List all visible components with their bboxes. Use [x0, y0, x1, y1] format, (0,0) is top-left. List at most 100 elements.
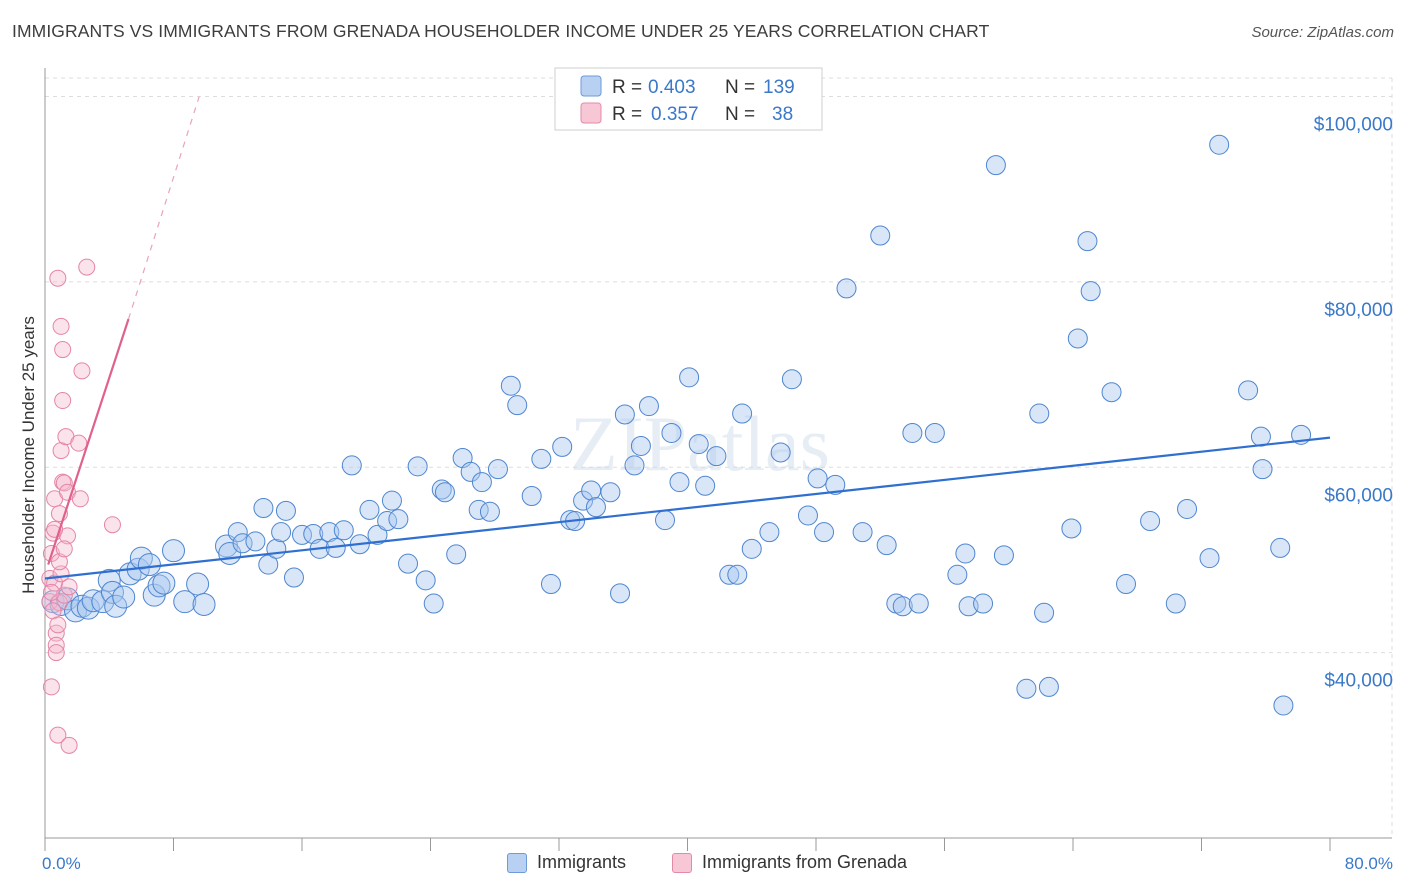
point-immigrants [479, 501, 500, 522]
point-immigrants [129, 546, 153, 570]
point-immigrants [624, 455, 645, 476]
watermark: ZIPatlas [570, 400, 830, 487]
bottom-legend-grenada: Immigrants from Grenada [672, 852, 907, 873]
point-immigrants [415, 570, 436, 591]
legend-swatch-immigrants-bottom [507, 852, 527, 873]
point-immigrants [908, 593, 929, 614]
point-immigrants [688, 434, 709, 455]
point-immigrants [81, 589, 105, 613]
point-immigrants [1270, 537, 1291, 558]
point-immigrants [232, 533, 253, 554]
trend-line-grenada [47, 318, 130, 565]
point-immigrants [706, 446, 727, 467]
point-immigrants [638, 396, 659, 417]
point-immigrants [870, 225, 891, 246]
legend-n-value-1: 139 [763, 77, 795, 98]
point-immigrants [283, 567, 304, 588]
point-immigrants [446, 544, 467, 565]
point-immigrants [423, 593, 444, 614]
point-immigrants [152, 571, 176, 595]
point-grenada [54, 392, 72, 410]
point-immigrants [521, 486, 542, 506]
point-immigrants [585, 497, 606, 518]
point-immigrants [1067, 328, 1088, 349]
point-immigrants [367, 524, 388, 545]
point-immigrants [76, 596, 100, 620]
point-grenada [70, 434, 88, 452]
point-immigrants [1165, 593, 1186, 614]
bottom-legend: Immigrants Immigrants from Grenada [0, 850, 1406, 880]
point-immigrants [661, 422, 682, 443]
point-grenada [60, 736, 78, 754]
point-immigrants [973, 593, 994, 614]
point-grenada [47, 636, 65, 654]
point-immigrants [471, 472, 492, 493]
point-grenada [49, 726, 67, 744]
point-grenada [55, 586, 73, 604]
point-immigrants [227, 522, 248, 543]
legend-swatch-grenada [580, 102, 602, 124]
point-grenada [42, 678, 60, 696]
point-immigrants [600, 482, 621, 503]
point-immigrants [1034, 602, 1055, 623]
y-tick-label: $60,000 [1324, 485, 1393, 506]
point-immigrants [137, 553, 161, 577]
legend-r-label-2: R = [612, 104, 642, 125]
point-immigrants [695, 475, 716, 496]
point-immigrants [319, 522, 340, 543]
point-immigrants [797, 505, 818, 526]
legend-swatch-grenada-bottom [672, 852, 692, 873]
point-immigrants [985, 155, 1006, 176]
trend-line-grenada-extension [127, 96, 200, 320]
point-immigrants [655, 510, 676, 531]
point-immigrants [275, 500, 296, 521]
point-immigrants [892, 596, 913, 617]
chart-title: IMMIGRANTS VS IMMIGRANTS FROM GRENADA HO… [12, 21, 990, 41]
point-immigrants [162, 539, 185, 563]
point-immigrants [610, 583, 631, 604]
point-immigrants [460, 461, 481, 482]
point-grenada [55, 474, 73, 492]
point-immigrants [1077, 231, 1098, 252]
y-tick-label: $100,000 [1314, 115, 1393, 136]
point-immigrants [1101, 382, 1122, 403]
legend-r-label-1: R = [612, 77, 642, 98]
point-immigrants [431, 479, 452, 500]
point-immigrants [955, 543, 976, 564]
point-immigrants [727, 564, 748, 585]
x-tick-label-min: 0.0% [42, 854, 81, 873]
bottom-legend-immigrants: Immigrants [507, 852, 626, 873]
point-immigrants [104, 594, 128, 618]
point-immigrants [292, 524, 312, 545]
point-immigrants [573, 490, 594, 511]
point-immigrants [1080, 281, 1101, 302]
legend-r-value-2: 0.357 [651, 104, 699, 125]
point-immigrants [540, 574, 561, 595]
ticks: $40,000 $60,000 $80,000 $100,000 0.0% 80.0% [42, 115, 1393, 873]
x-tick-label-max: 80.0% [1345, 854, 1393, 873]
point-immigrants [552, 436, 573, 457]
point-immigrants [947, 564, 968, 585]
grid-lines [45, 77, 1393, 838]
point-immigrants [836, 278, 857, 299]
point-immigrants [487, 459, 508, 480]
legend-box: R = 0.403 N = 139 R = 0.357 N = 38 [554, 67, 823, 131]
point-grenada [54, 341, 72, 359]
series-grenada [41, 258, 121, 754]
point-immigrants [1029, 403, 1050, 424]
axes [44, 68, 1392, 851]
point-immigrants [253, 498, 274, 519]
point-grenada [50, 553, 68, 571]
point-immigrants [1238, 380, 1259, 401]
point-immigrants [993, 545, 1014, 566]
trend-lines [44, 96, 1331, 580]
point-immigrants [266, 538, 287, 559]
point-immigrants [1177, 498, 1198, 519]
point-immigrants [112, 585, 136, 609]
point-grenada [52, 317, 70, 335]
point-grenada [54, 473, 72, 491]
point-grenada [47, 644, 65, 662]
legend-n-label-2: N = [725, 104, 755, 125]
point-grenada [49, 616, 67, 634]
